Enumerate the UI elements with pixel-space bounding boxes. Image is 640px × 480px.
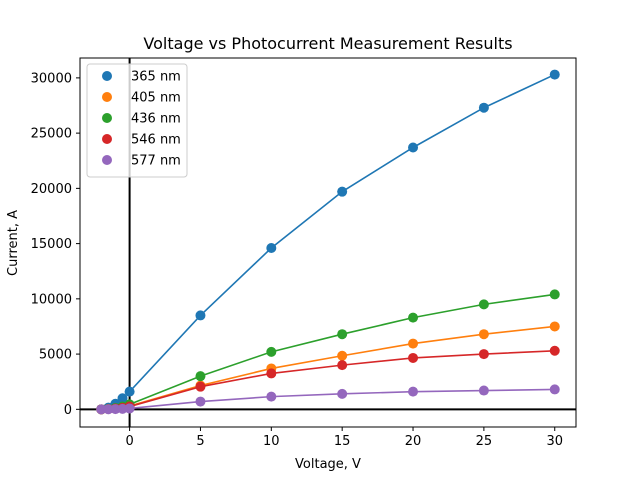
legend-box xyxy=(86,63,188,178)
data-point-546-nm xyxy=(478,349,489,360)
x-tick-label: 0 xyxy=(125,434,133,449)
series-group xyxy=(96,69,560,415)
legend-entry-label: 436 nm xyxy=(131,112,181,127)
data-point-365-nm xyxy=(408,142,419,153)
axes-frame xyxy=(79,57,577,428)
data-point-365-nm xyxy=(117,393,128,404)
data-point-365-nm xyxy=(337,186,348,197)
data-point-405-nm xyxy=(337,350,348,361)
data-point-365-nm xyxy=(124,386,135,397)
x-tick-label: 15 xyxy=(334,434,351,449)
axes: 0 5 10 15 20 25 30 0 5000 10000 15000 20000 25000 300… xyxy=(31,57,577,449)
legend-marker xyxy=(102,113,112,123)
data-point-546-nm xyxy=(549,345,560,356)
data-point-436-nm xyxy=(195,371,206,382)
y-tick-label: 5000 xyxy=(39,348,72,363)
data-point-436-nm xyxy=(478,299,489,310)
legend-entry-label: 365 nm xyxy=(131,70,181,85)
data-point-546-nm xyxy=(266,368,277,379)
legend: 365 nm 405 nm 436 nm 546 nm 577 nm xyxy=(86,63,188,178)
x-tick-label: 10 xyxy=(263,434,280,449)
data-point-405-nm xyxy=(549,321,560,332)
y-axis-label: Current, A xyxy=(6,210,21,276)
data-point-577-nm xyxy=(103,404,114,415)
y-tick-label: 0 xyxy=(64,403,72,418)
data-point-405-nm xyxy=(408,338,419,349)
data-point-546-nm xyxy=(195,381,206,392)
x-tick-label: 20 xyxy=(405,434,422,449)
data-point-365-nm xyxy=(195,310,206,321)
legend-marker xyxy=(102,92,112,102)
data-point-365-nm xyxy=(478,102,489,113)
x-tick-label: 30 xyxy=(546,434,563,449)
data-point-577-nm xyxy=(195,396,206,407)
data-point-365-nm xyxy=(549,69,560,80)
x-tick-label: 5 xyxy=(196,434,204,449)
data-point-577-nm xyxy=(549,384,560,395)
data-point-546-nm xyxy=(337,360,348,371)
legend-entry-label: 546 nm xyxy=(131,133,181,148)
data-point-577-nm xyxy=(124,403,135,414)
chart-title: Voltage vs Photocurrent Measurement Resu… xyxy=(143,34,512,53)
legend-marker xyxy=(102,71,112,81)
data-point-577-nm xyxy=(337,388,348,399)
legend-entry-label: 577 nm xyxy=(131,154,181,169)
data-point-577-nm xyxy=(408,386,419,397)
legend-entry-label: 405 nm xyxy=(131,91,181,106)
data-point-577-nm xyxy=(478,385,489,396)
data-point-365-nm xyxy=(266,243,277,254)
y-tick-label: 20000 xyxy=(31,182,72,197)
data-point-546-nm xyxy=(408,352,419,363)
data-marks xyxy=(96,69,560,415)
y-tick-label: 30000 xyxy=(31,71,72,86)
data-point-436-nm xyxy=(337,329,348,340)
y-tick-label: 15000 xyxy=(31,237,72,252)
data-point-577-nm xyxy=(266,391,277,402)
x-tick-label: 25 xyxy=(476,434,493,449)
data-point-577-nm xyxy=(110,404,121,415)
data-point-405-nm xyxy=(478,329,489,340)
data-point-436-nm xyxy=(549,289,560,300)
data-point-436-nm xyxy=(266,346,277,357)
data-point-577-nm xyxy=(96,404,107,415)
y-tick-label: 10000 xyxy=(31,292,72,307)
legend-marker xyxy=(102,155,112,165)
y-tick-label: 25000 xyxy=(31,127,72,142)
data-point-577-nm xyxy=(117,403,128,414)
legend-marker xyxy=(102,134,112,144)
data-point-436-nm xyxy=(408,312,419,323)
x-axis-label: Voltage, V xyxy=(295,457,361,472)
